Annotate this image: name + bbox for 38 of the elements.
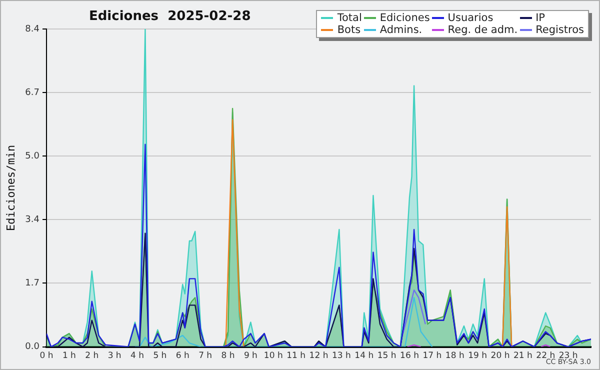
x-tick-label: 6 h bbox=[176, 351, 190, 362]
x-tick-label: 12 h bbox=[309, 351, 328, 362]
x-tick-label: 19 h bbox=[468, 351, 488, 362]
legend-label: Total bbox=[336, 12, 362, 24]
legend-label: Ediciones bbox=[378, 12, 430, 24]
y-tick-label: 5.0 bbox=[25, 151, 40, 162]
x-tick-label: 13 h bbox=[332, 351, 351, 362]
x-tick-label: 4 h bbox=[130, 351, 144, 362]
legend-label: Bots bbox=[336, 24, 362, 36]
x-tick-label: 7 h bbox=[198, 351, 212, 362]
x-tick-label: 5 h bbox=[153, 351, 167, 362]
x-tick-label: 18 h bbox=[445, 351, 464, 362]
x-tick-label: 1 h bbox=[62, 351, 76, 362]
legend-label: IP bbox=[534, 12, 546, 24]
y-tick-label: 1.7 bbox=[25, 278, 40, 289]
y-axis-title: Ediciones/min bbox=[4, 144, 18, 231]
x-tick-label: 15 h bbox=[377, 351, 396, 362]
y-tick-label: 3.4 bbox=[25, 215, 40, 226]
x-tick-label: 21 h bbox=[513, 351, 532, 362]
chart-title: Ediciones 2025-02-28 bbox=[89, 9, 251, 24]
x-tick-label: 2 h bbox=[85, 351, 99, 362]
x-tick-label: 16 h bbox=[400, 351, 419, 362]
legend-label: Reg. de adm. bbox=[446, 24, 518, 36]
x-tick-label: 3 h bbox=[108, 351, 122, 362]
x-tick-label: 11 h bbox=[286, 351, 306, 362]
x-tick-label: 20 h bbox=[490, 351, 510, 362]
y-tick-label: 6.7 bbox=[25, 88, 40, 98]
legend-label: Usuarios bbox=[446, 12, 494, 24]
y-tick-label: 8.4 bbox=[25, 24, 40, 34]
x-tick-label: 8 h bbox=[221, 351, 235, 362]
x-tick-label: 17 h bbox=[422, 351, 442, 362]
x-tick-label: 10 h bbox=[264, 351, 283, 362]
x-tick-label: 9 h bbox=[244, 351, 258, 362]
legend-label: Admins. bbox=[378, 24, 424, 36]
x-tick-label: 0 h bbox=[40, 351, 54, 362]
x-tick-label: 14 h bbox=[354, 351, 374, 362]
y-tick-label: 0.0 bbox=[25, 342, 40, 352]
legend-label: Registros bbox=[534, 24, 584, 36]
